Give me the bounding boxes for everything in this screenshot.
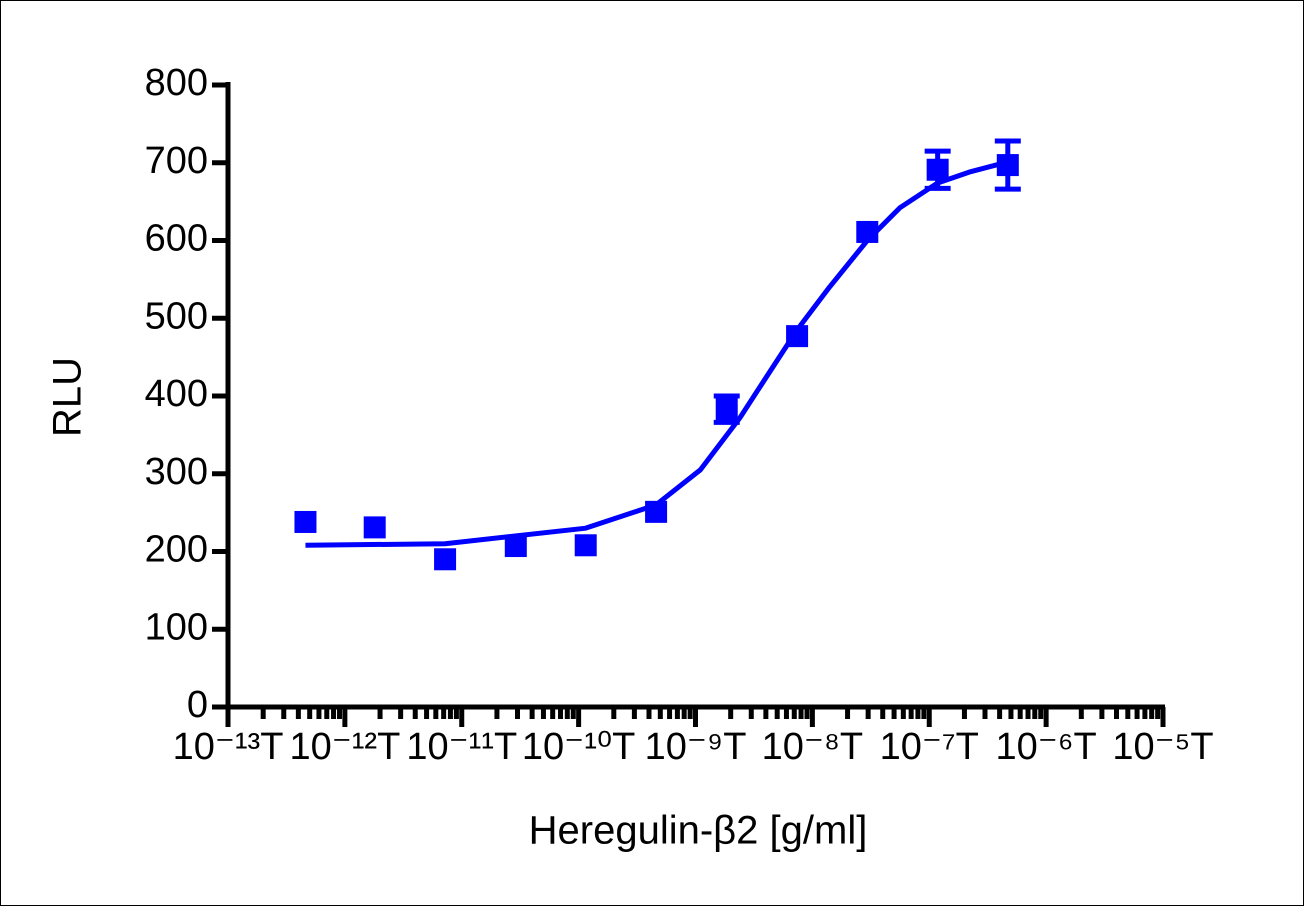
- y-tick-label: 200: [145, 529, 208, 571]
- data-point: [856, 220, 879, 243]
- data-point: [574, 534, 597, 557]
- x-tick-label: 10⁻¹¹T: [406, 726, 517, 768]
- x-tick-label: 10⁻⁷T: [880, 726, 979, 768]
- x-tick-label: 10⁻¹²T: [289, 726, 400, 768]
- data-point: [294, 510, 317, 533]
- y-tick-label: 400: [145, 373, 208, 415]
- y-axis-label: RLU: [46, 357, 90, 437]
- x-tick-label: 10⁻¹⁰T: [522, 726, 635, 768]
- y-tick-label: 300: [145, 451, 208, 493]
- data-point: [363, 516, 386, 539]
- data-point: [926, 158, 949, 181]
- y-tick-label: 0: [187, 684, 208, 726]
- data-point: [434, 548, 457, 571]
- y-tick-label: 500: [145, 295, 208, 337]
- data-point: [645, 500, 668, 523]
- x-tick-label: 10⁻⁹T: [645, 726, 747, 768]
- data-point: [786, 325, 809, 348]
- x-tick-label: 10⁻¹³T: [173, 726, 284, 768]
- x-tick-label: 10⁻⁵T: [1112, 726, 1213, 768]
- x-tick-label: 10⁻⁶T: [996, 726, 1097, 768]
- y-tick-label: 700: [145, 140, 208, 182]
- x-tick-label: 10⁻⁸T: [762, 726, 864, 768]
- y-tick-label: 800: [145, 62, 208, 104]
- data-point: [504, 535, 527, 558]
- y-tick-label: 100: [145, 606, 208, 648]
- y-tick-label: 600: [145, 218, 208, 260]
- x-axis-label: Heregulin-β2 [g/ml]: [529, 809, 868, 853]
- data-point: [715, 398, 738, 421]
- data-point: [996, 154, 1019, 177]
